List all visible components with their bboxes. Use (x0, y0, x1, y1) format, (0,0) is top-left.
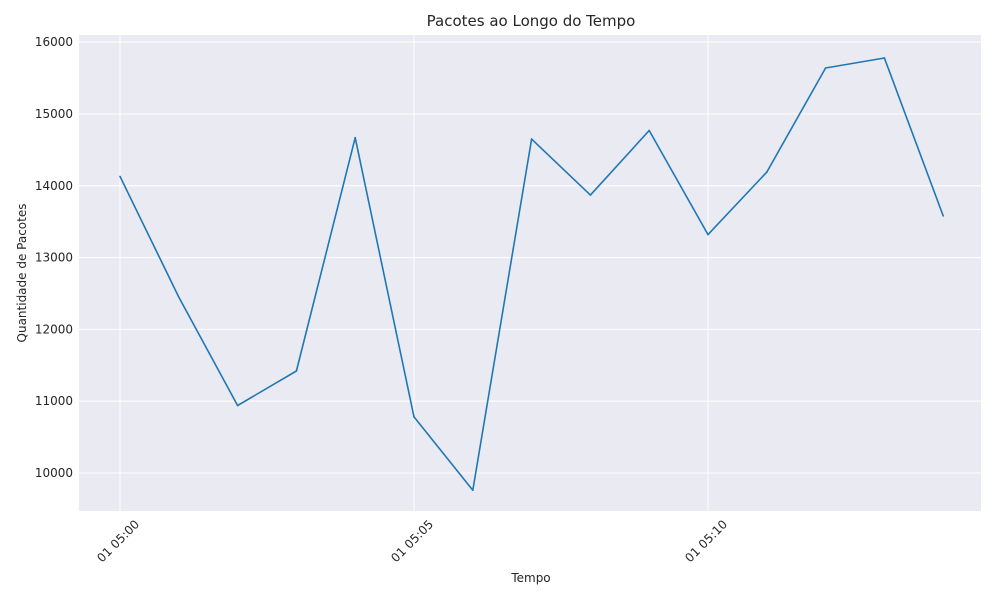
data-point (942, 215, 944, 217)
data-point (178, 296, 180, 298)
data-point (354, 136, 357, 139)
y-tick-labels: 10000 11000 12000 13000 14000 15000 16000 (35, 35, 73, 480)
data-point (236, 404, 239, 407)
data-point (413, 416, 415, 418)
data-point (530, 138, 533, 140)
y-tick-label: 16000 (35, 35, 73, 49)
y-tick-label: 15000 (35, 107, 73, 121)
y-tick-label: 13000 (35, 251, 73, 265)
series-layer (119, 57, 944, 492)
data-point (119, 175, 121, 178)
y-tick-label: 10000 (35, 466, 73, 480)
y-tick-label: 12000 (35, 322, 73, 336)
grid-lines (79, 35, 981, 511)
chart-title: Pacotes ao Longo do Tempo (427, 12, 636, 30)
x-tick-label: 01 05:05 (388, 517, 436, 565)
y-axis-label: Quantidade de Pacotes (15, 204, 29, 343)
data-point (707, 233, 709, 236)
data-point (472, 489, 474, 491)
y-tick-label: 11000 (35, 394, 73, 408)
data-point (648, 129, 650, 132)
x-tick-label: 01 05:10 (682, 517, 730, 565)
data-point (766, 171, 768, 173)
data-point (883, 57, 886, 59)
plot-background (79, 35, 981, 511)
x-axis-label: Tempo (510, 571, 550, 585)
data-point (824, 67, 827, 69)
x-tick-label: 01 05:00 (94, 517, 142, 565)
x-tick-labels: 01 05:00 01 05:05 01 05:10 (94, 517, 730, 565)
data-point (589, 194, 592, 196)
y-tick-label: 14000 (35, 179, 73, 193)
data-point (295, 370, 298, 372)
